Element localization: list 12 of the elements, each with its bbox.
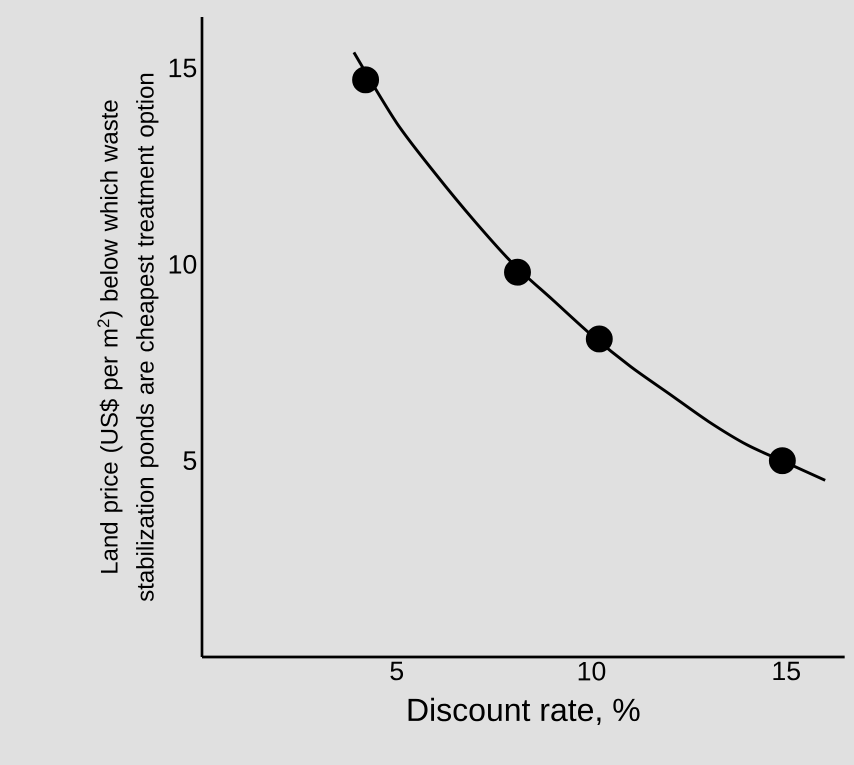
y-tick-label: 15 bbox=[170, 58, 196, 78]
point bbox=[352, 66, 380, 94]
y-tick-label: 5 bbox=[184, 451, 196, 470]
x-tick-label: 15 bbox=[773, 662, 800, 680]
x-tick-label: 10 bbox=[578, 662, 606, 681]
line-series bbox=[352, 50, 827, 482]
point bbox=[586, 325, 613, 352]
x-axis-title: Discount rate, % bbox=[408, 698, 640, 726]
x-tick-label: 5 bbox=[390, 662, 404, 680]
point bbox=[768, 447, 796, 474]
point bbox=[504, 258, 531, 286]
y-tick-label: 10 bbox=[170, 254, 196, 274]
